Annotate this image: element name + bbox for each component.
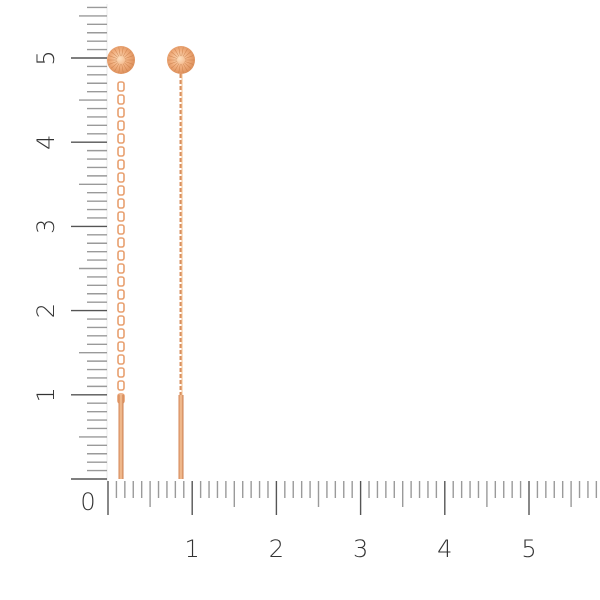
ruler-label-vertical: 0: [80, 488, 95, 516]
earring: [167, 46, 195, 479]
ruler-label-horizontal: 3: [353, 535, 368, 563]
earring: [107, 46, 135, 479]
ruler-label-horizontal: 1: [185, 535, 200, 563]
ruler-label-horizontal: 5: [521, 535, 536, 563]
disc-top: [167, 46, 195, 74]
ruler-label-vertical: 5: [32, 50, 60, 65]
ruler-label-vertical: 3: [32, 219, 60, 234]
ruler-label-horizontal: 4: [437, 535, 452, 563]
earrings: [107, 46, 195, 479]
vertical-ruler: 0 1 2 3 4 5: [32, 4, 108, 516]
ruler-label-vertical: 4: [32, 135, 60, 150]
ruler-label-vertical: 1: [32, 387, 60, 402]
horizontal-ruler: 1 2 3 4 5: [107, 481, 598, 563]
ruler-label-vertical: 2: [32, 303, 60, 318]
ruler-label-horizontal: 2: [269, 535, 284, 563]
disc-top: [107, 46, 135, 74]
